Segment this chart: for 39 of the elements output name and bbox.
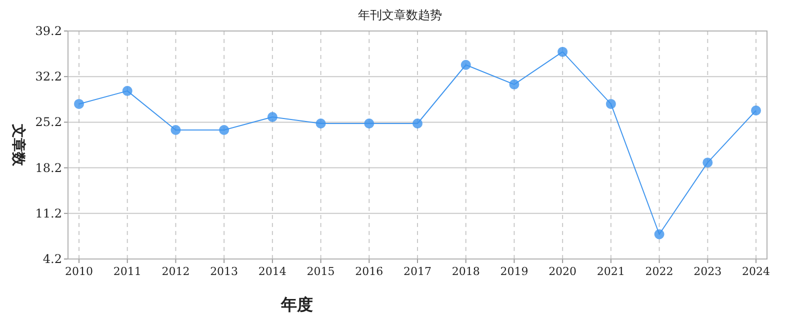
x-tick-label: 2021 xyxy=(596,265,625,278)
y-axis-title: 文章数 xyxy=(10,123,27,167)
x-tick-label: 2011 xyxy=(113,265,142,278)
point xyxy=(460,60,471,70)
point xyxy=(509,79,520,90)
x-tick-label: 2017 xyxy=(404,265,432,278)
y-tick-label: 25.2 xyxy=(35,115,62,130)
point xyxy=(316,118,326,129)
point xyxy=(74,98,84,109)
x-axis-title: 年度 xyxy=(280,295,313,314)
point xyxy=(267,112,278,122)
x-tick-label: 2016 xyxy=(355,265,384,278)
point xyxy=(122,86,132,96)
y-tick-label: 11.2 xyxy=(35,206,62,220)
point xyxy=(219,125,230,136)
point xyxy=(606,98,616,109)
x-tick-label: 2023 xyxy=(694,265,722,278)
x-tick-label: 2018 xyxy=(452,265,480,278)
x-tick-label: 2019 xyxy=(500,265,528,278)
x-tick-label: 2020 xyxy=(548,265,577,278)
x-tick-label: 2024 xyxy=(742,265,770,278)
point xyxy=(558,46,568,57)
y-tick-label: 32.2 xyxy=(35,70,62,84)
y-tick-label: 18.2 xyxy=(35,160,62,175)
point xyxy=(751,105,761,116)
x-tick-label: 2014 xyxy=(258,265,286,278)
x-tick-label: 2012 xyxy=(162,265,190,278)
point xyxy=(702,158,713,168)
x-tick-label: 2010 xyxy=(65,265,93,278)
x-tick-label: 2015 xyxy=(306,265,335,278)
chart-title: 年刊文章数趋势 xyxy=(358,8,442,22)
point xyxy=(170,125,181,136)
point xyxy=(412,118,422,129)
y-tick-label: 39.2 xyxy=(35,24,62,38)
point xyxy=(654,229,664,240)
point xyxy=(364,118,374,129)
y-tick-label: 4.2 xyxy=(42,252,62,266)
x-tick-label: 2022 xyxy=(645,265,674,278)
x-tick-label: 2013 xyxy=(210,265,238,278)
